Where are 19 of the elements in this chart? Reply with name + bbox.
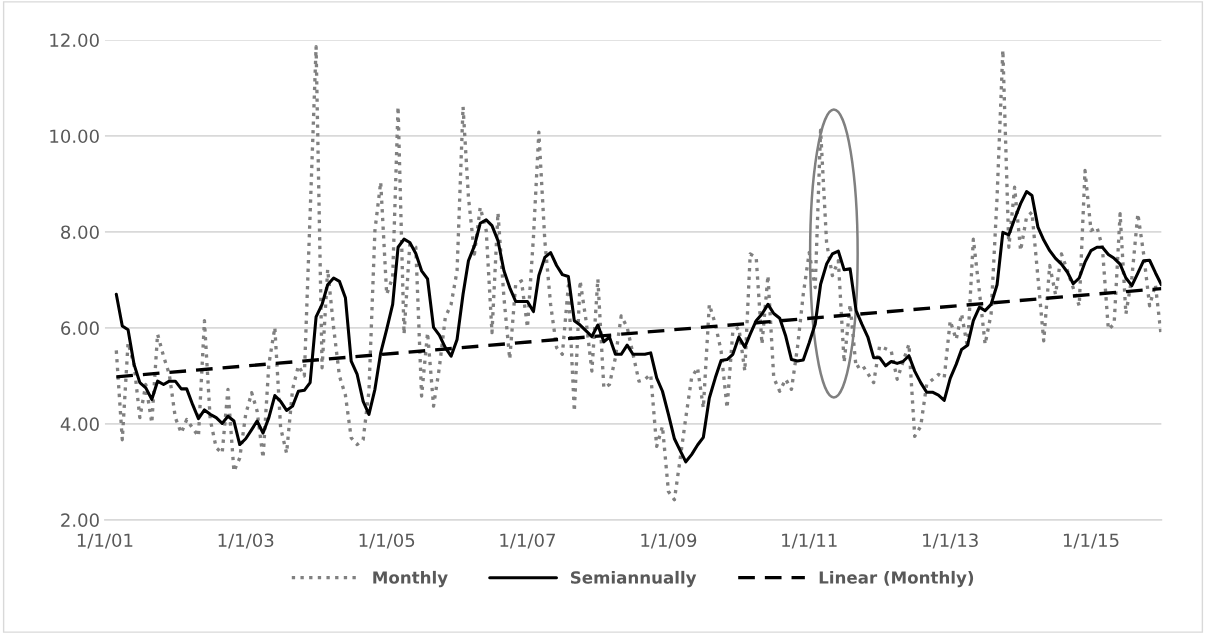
x-tick-label: 1/1/13 bbox=[923, 533, 978, 549]
y-tick-label: 4.00 bbox=[60, 417, 99, 432]
y-tick-label: 2.00 bbox=[61, 513, 99, 527]
x-tick-label: 1/1/09 bbox=[641, 533, 697, 549]
y-tick-label: 10.00 bbox=[50, 129, 99, 144]
x-tick-label: 1/1/15 bbox=[1063, 533, 1119, 549]
x-tick-label: 1/1/03 bbox=[218, 533, 274, 549]
x-tick-label: 1/1/05 bbox=[359, 533, 415, 549]
x-tick-label: 1/1/11 bbox=[782, 533, 837, 549]
x-tick-label: 1/1/07 bbox=[500, 533, 555, 549]
y-tick-label: 8.00 bbox=[61, 225, 99, 240]
x-tick-label: 1/1/01 bbox=[77, 533, 133, 549]
y-tick-label: 6.00 bbox=[61, 321, 99, 336]
line-series bbox=[114, 44, 1162, 502]
legend-label: Linear (Monthly) bbox=[819, 570, 974, 588]
legend-label: Monthly bbox=[373, 570, 448, 588]
line-series bbox=[114, 190, 1162, 464]
legend-label: Semiannually bbox=[570, 570, 697, 588]
y-tick-label: 12.00 bbox=[50, 33, 99, 48]
